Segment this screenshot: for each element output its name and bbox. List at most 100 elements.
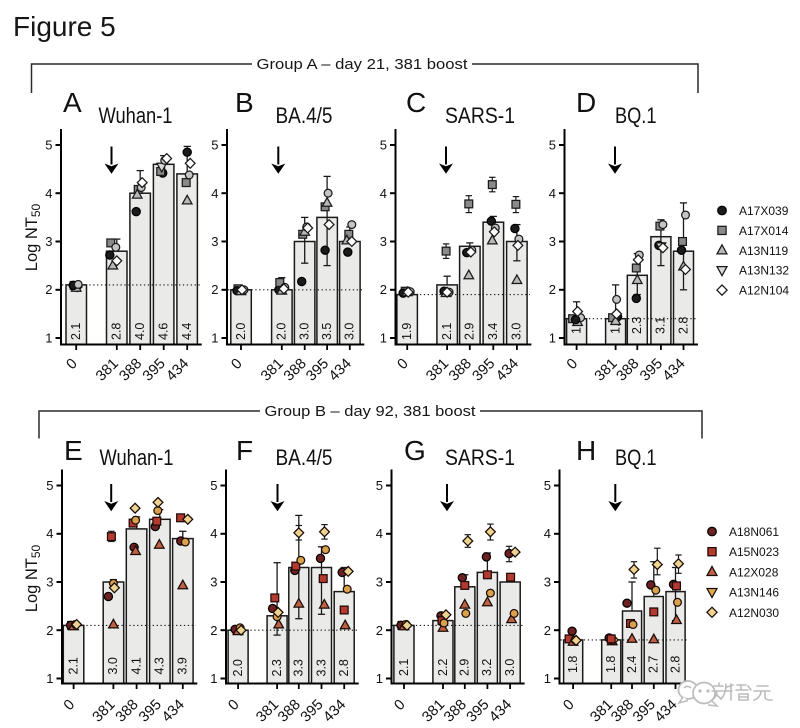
svg-text:4: 4 <box>210 526 217 541</box>
svg-text:1: 1 <box>544 671 551 686</box>
svg-text:BA.4/5: BA.4/5 <box>276 103 333 128</box>
svg-text:3.4: 3.4 <box>486 323 500 340</box>
svg-text:1: 1 <box>46 671 53 686</box>
svg-text:4.3: 4.3 <box>153 657 167 674</box>
svg-text:A12X028: A12X028 <box>729 565 779 579</box>
svg-text:5: 5 <box>46 478 53 493</box>
svg-text:5: 5 <box>549 138 556 153</box>
svg-text:B: B <box>235 87 254 118</box>
svg-text:4: 4 <box>549 186 556 201</box>
svg-text:1: 1 <box>211 331 218 346</box>
svg-text:5: 5 <box>211 138 218 153</box>
svg-text:2.0: 2.0 <box>275 323 289 340</box>
svg-text:2.8: 2.8 <box>676 317 690 334</box>
svg-text:A13N132: A13N132 <box>739 264 789 278</box>
svg-text:2.2: 2.2 <box>436 659 450 676</box>
svg-text:2.9: 2.9 <box>458 659 472 676</box>
svg-text:5: 5 <box>376 478 383 493</box>
svg-text:2: 2 <box>211 282 218 297</box>
svg-text:2.9: 2.9 <box>463 323 477 340</box>
svg-text:E: E <box>64 435 83 466</box>
svg-text:1: 1 <box>380 331 387 346</box>
svg-text:4: 4 <box>380 186 387 201</box>
svg-text:H: H <box>576 435 596 466</box>
svg-text:2: 2 <box>210 623 217 638</box>
svg-text:D: D <box>576 87 596 118</box>
svg-text:1: 1 <box>45 331 52 346</box>
svg-text:3.3: 3.3 <box>314 659 328 676</box>
svg-text:3: 3 <box>45 234 52 249</box>
svg-text:4: 4 <box>544 526 551 541</box>
svg-text:Wuhan-1: Wuhan-1 <box>100 445 174 470</box>
svg-text:A13N146: A13N146 <box>729 586 779 600</box>
svg-text:3: 3 <box>46 575 53 590</box>
svg-text:3.3: 3.3 <box>292 659 306 676</box>
svg-text:3: 3 <box>210 575 217 590</box>
svg-text:F: F <box>236 435 253 466</box>
svg-text:2.8: 2.8 <box>110 323 124 340</box>
svg-text:2: 2 <box>376 623 383 638</box>
svg-text:2.7: 2.7 <box>647 656 661 673</box>
svg-text:2.3: 2.3 <box>630 317 644 334</box>
svg-text:1: 1 <box>376 671 383 686</box>
svg-text:2.1: 2.1 <box>66 657 80 674</box>
svg-text:1.9: 1.9 <box>400 323 414 340</box>
svg-text:2.1: 2.1 <box>397 659 411 676</box>
svg-text:3: 3 <box>549 234 556 249</box>
svg-text:2: 2 <box>45 282 52 297</box>
svg-text:A13N119: A13N119 <box>739 244 788 258</box>
svg-text:BQ.1: BQ.1 <box>615 103 657 128</box>
svg-text:5: 5 <box>45 138 52 153</box>
svg-text:4.1: 4.1 <box>129 657 143 674</box>
svg-text:3.5: 3.5 <box>320 323 334 340</box>
svg-text:2.4: 2.4 <box>625 656 639 673</box>
svg-text:2.0: 2.0 <box>231 659 245 676</box>
svg-text:5: 5 <box>210 478 217 493</box>
svg-text:G: G <box>404 435 426 466</box>
svg-text:3.0: 3.0 <box>503 659 517 676</box>
svg-text:4: 4 <box>46 526 53 541</box>
svg-text:2.8: 2.8 <box>337 659 351 676</box>
svg-text:2: 2 <box>549 282 556 297</box>
svg-text:C: C <box>406 87 426 118</box>
svg-text:2.8: 2.8 <box>668 656 682 673</box>
svg-text:3: 3 <box>376 575 383 590</box>
svg-text:A12N104: A12N104 <box>739 284 789 298</box>
svg-text:5: 5 <box>380 138 387 153</box>
svg-text:3.0: 3.0 <box>298 323 312 340</box>
svg-text:1.8: 1.8 <box>566 656 580 673</box>
svg-text:2.0: 2.0 <box>234 323 248 340</box>
svg-text:3.9: 3.9 <box>176 657 190 674</box>
svg-text:4: 4 <box>45 186 52 201</box>
svg-text:A15N023: A15N023 <box>729 545 779 559</box>
svg-text:Group A – day 21, 381 boost: Group A – day 21, 381 boost <box>257 57 468 73</box>
svg-text:A17X039: A17X039 <box>739 204 789 218</box>
svg-text:3.0: 3.0 <box>510 323 524 340</box>
svg-text:Wuhan-1: Wuhan-1 <box>99 103 173 128</box>
svg-text:2: 2 <box>380 282 387 297</box>
svg-text:3: 3 <box>380 234 387 249</box>
svg-text:1: 1 <box>549 331 556 346</box>
svg-text:A12N030: A12N030 <box>729 606 779 620</box>
svg-text:Group B – day 92, 381 boost: Group B – day 92, 381 boost <box>265 404 476 420</box>
svg-text:1: 1 <box>210 671 217 686</box>
svg-text:1.8: 1.8 <box>604 656 618 673</box>
svg-text:2: 2 <box>544 623 551 638</box>
svg-text:A18N061: A18N061 <box>729 525 779 539</box>
svg-text:3.0: 3.0 <box>343 323 357 340</box>
svg-text:2.1: 2.1 <box>69 323 83 340</box>
svg-text:2: 2 <box>46 623 53 638</box>
svg-text:SARS-1: SARS-1 <box>445 103 515 128</box>
svg-text:BQ.1: BQ.1 <box>615 445 657 470</box>
svg-text:SARS-1: SARS-1 <box>445 445 515 470</box>
svg-text:2.1: 2.1 <box>440 323 454 340</box>
svg-text:4: 4 <box>376 526 383 541</box>
svg-text:2.3: 2.3 <box>270 659 284 676</box>
svg-text:Figure 5: Figure 5 <box>13 11 116 42</box>
svg-text:5: 5 <box>544 478 551 493</box>
svg-text:4: 4 <box>211 186 218 201</box>
svg-text:4.4: 4.4 <box>180 323 194 340</box>
svg-text:A17X014: A17X014 <box>739 224 789 238</box>
svg-text:4.0: 4.0 <box>133 323 147 340</box>
svg-text:3.1: 3.1 <box>654 317 668 334</box>
